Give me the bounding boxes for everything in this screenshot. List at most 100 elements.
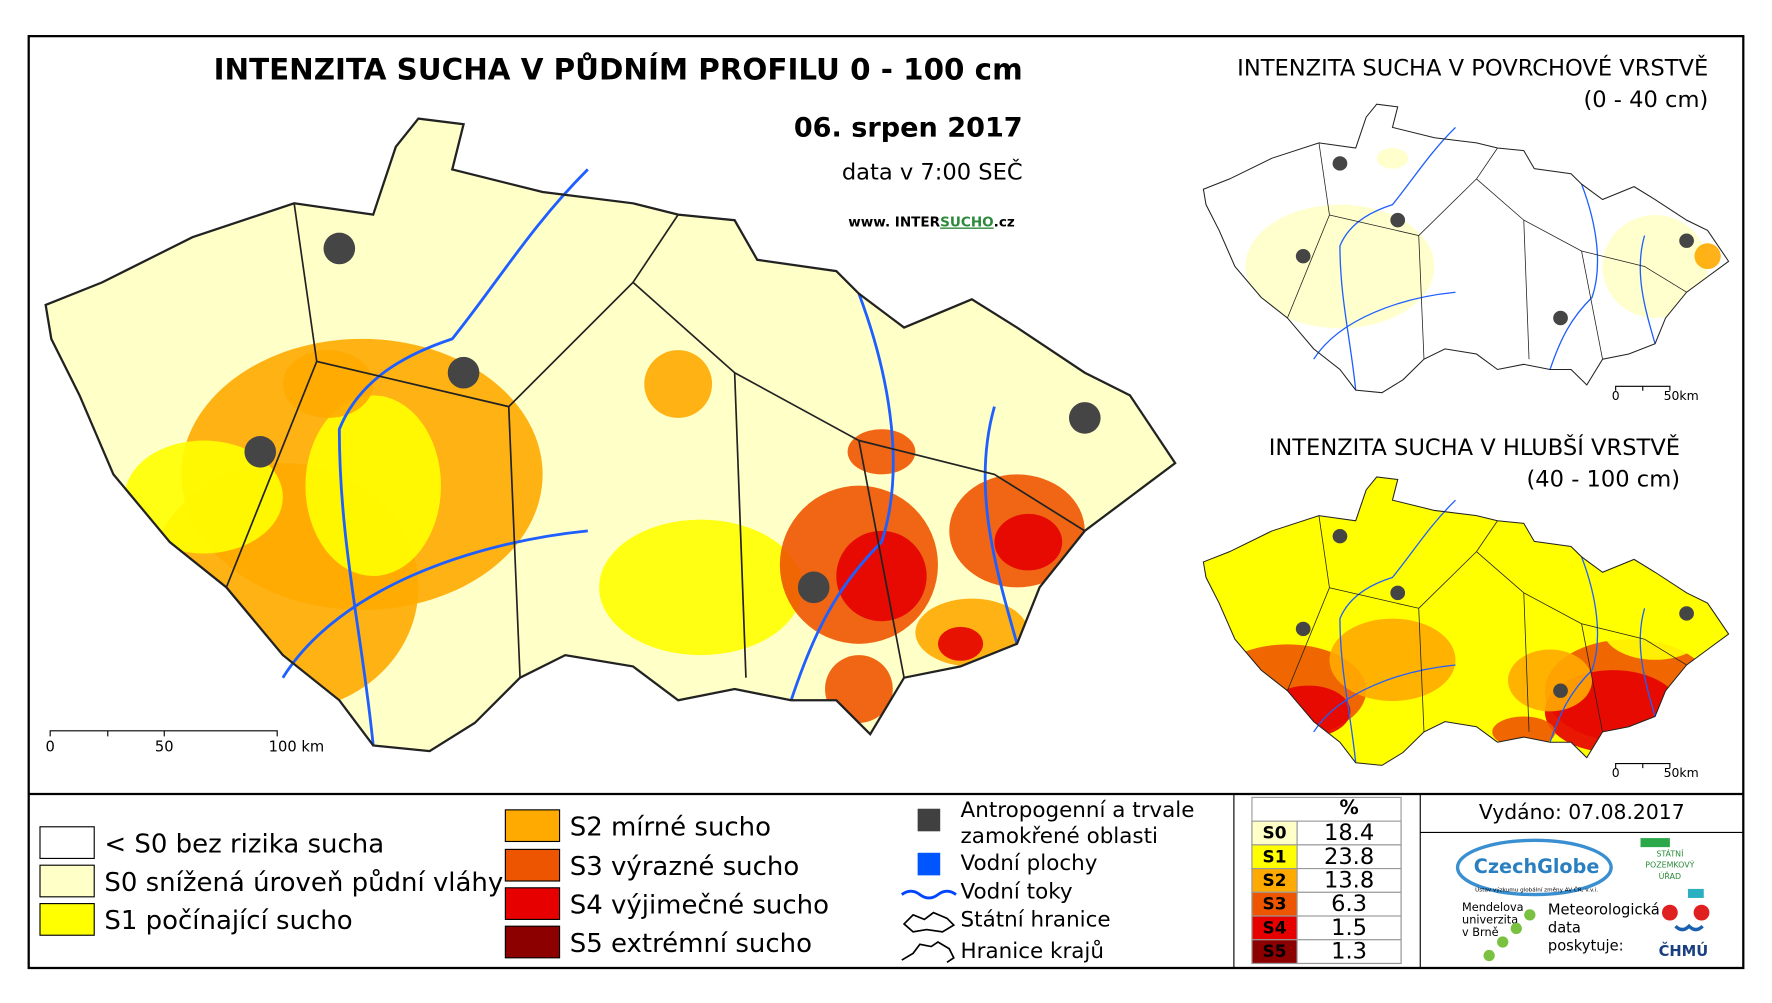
drought-area [847,429,916,475]
legend-label: S1 počínající sucho [104,906,352,936]
scale-label: 100 km [269,739,324,756]
legend-swatch [39,903,95,936]
feature-label: zamokřené oblasti [961,824,1158,849]
percent: 13.8 [1324,868,1374,894]
logo-czechglobe: CzechGlobe [1474,855,1600,878]
urban-area [1553,310,1568,326]
date: 06. srpen 2017 [794,112,1023,143]
legend-label: < S0 bez rizika sucha [104,829,384,859]
website-part: www. INTER [848,215,940,231]
legend-swatch [504,848,561,882]
legend-label: S0 snížená úroveň půdní vláhy [104,868,503,898]
feature-label: Vodní plochy [961,851,1098,876]
drought-area [282,350,374,418]
time: data v 7:00 SEČ [842,157,1023,185]
legend-swatch [504,925,561,959]
urban-area [1068,402,1101,434]
table-header: % [1339,796,1358,819]
legend-label: S3 výrazné sucho [570,852,800,882]
class-label: S4 [1263,917,1287,937]
logo-mendelu: Mendelova [1462,901,1524,914]
scale-label: 50km [1664,388,1699,403]
river [281,168,1019,746]
percent: 6.3 [1331,891,1367,917]
urban-area [1679,606,1694,621]
river [1313,126,1656,391]
feature-label: Vodní toky [961,879,1073,904]
icon-river [900,889,957,900]
logo-mendelu-dots [1483,909,1536,962]
issued: Vydáno: 07.08.2017 [1479,800,1685,824]
website-part: SUCHO [940,215,994,231]
scale-bar [1615,762,1671,769]
logo-chmu-dot [1693,904,1710,921]
logo-spu: POZEMKOVÝ [1645,859,1694,870]
drought-area [124,440,283,554]
drought-area [1508,649,1593,712]
drought-area [1602,598,1708,660]
logo-mendelu: v Brně [1462,926,1499,939]
legend-swatch [39,826,95,859]
drought-area [994,513,1063,571]
logo-czechglobe-sub: Ústav výzkumu globální změny AV ČR, v.v.… [1475,887,1598,894]
drought-area [1376,148,1409,169]
drought-area [937,626,984,661]
urban-area [1553,683,1568,698]
logos: CzechGlobe Ústav výzkumu globální změny … [1455,838,1710,962]
urban-area [447,356,480,389]
drought-area [1694,243,1721,270]
logo-chmu: ČHMÚ [1659,942,1709,960]
surface-subtitle: (0 - 40 cm) [1583,87,1708,113]
logo-chmu-dot [1661,904,1678,921]
urban-area [323,232,356,265]
logo-ring [1455,838,1613,897]
class-label: S0 [1263,823,1287,843]
region-border [225,203,1086,678]
river [1313,499,1656,763]
drought-area [644,350,713,418]
scale-label: 0 [1612,388,1620,403]
deep-subtitle: (40 - 100 cm) [1527,467,1681,493]
icon-anthropogenic [917,808,941,832]
urban-area [1332,528,1348,544]
scale-label: 0 [45,739,54,756]
logo-chmu-mark [1687,888,1704,898]
logo-spu-mark [1640,838,1670,848]
region-border [1287,142,1687,360]
class-label: S2 [1263,870,1287,890]
percent: 1.3 [1331,939,1367,965]
scale-bar [1615,385,1671,391]
urban-area [1295,621,1311,637]
drought-area [836,530,927,622]
deep-map [1202,476,1730,766]
legend-label: S5 extrémní sucho [570,929,812,959]
urban-area [1390,585,1406,601]
feature-label: Hranice krajů [961,939,1104,964]
website-part: .cz [994,215,1015,231]
feature-label: Antropogenní a trvale [961,798,1195,823]
urban-area [1332,156,1348,171]
urban-area [797,571,830,604]
urban-area [1295,248,1311,264]
feature-label: Státní hranice [961,908,1111,933]
stats-table: % S0 18.4 S1 23.8 S2 13.8 S3 6.3 S4 1.5 S5 1.3 [1251,796,1402,965]
legend-swatch [39,864,95,898]
legend-label: S4 výjimečné sucho [570,890,829,920]
scale-label: 50 [155,739,174,756]
logo-meteo: poskytuje: [1548,938,1624,955]
icon-state-border [902,911,956,933]
website: www. INTERSUCHO.cz [848,215,1015,231]
class-label: S1 [1263,846,1287,866]
scale-label: 50km [1664,765,1699,780]
surface-map [1202,103,1730,394]
urban-area [1390,212,1406,228]
urban-area [244,435,277,468]
legend-swatch [504,809,561,843]
percent: 1.5 [1331,915,1367,941]
region-border [1287,515,1687,732]
class-label: S3 [1263,894,1287,914]
logo-meteo: data [1548,919,1581,936]
legend-swatch [504,887,561,920]
